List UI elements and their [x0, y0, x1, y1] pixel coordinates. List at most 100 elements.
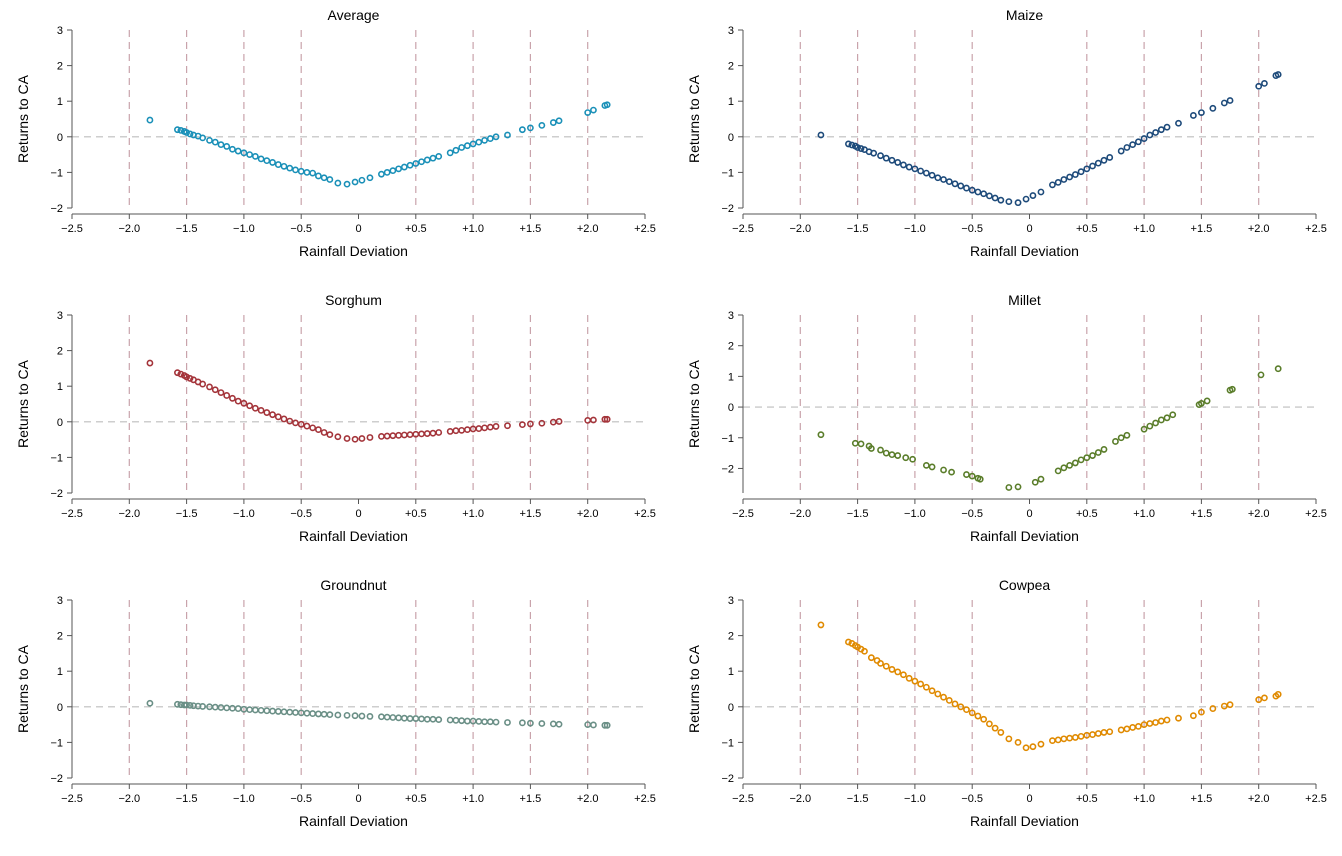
data-point	[1089, 452, 1096, 459]
data-point	[223, 704, 231, 712]
data-point	[400, 431, 408, 439]
data-point	[469, 140, 477, 148]
y-tick-label: −2	[50, 488, 63, 500]
y-tick-label: −1	[721, 737, 734, 749]
data-point	[911, 165, 919, 173]
data-point	[1257, 371, 1265, 379]
data-point	[900, 161, 907, 169]
data-point	[1169, 411, 1177, 419]
x-tick-label: +0.5	[1076, 508, 1098, 520]
data-point	[1100, 156, 1108, 164]
data-point	[174, 369, 181, 377]
data-point	[894, 668, 902, 676]
x-tick-label: +1.0	[462, 508, 484, 520]
data-point	[603, 415, 611, 423]
x-tick-label: −2.5	[61, 508, 83, 520]
data-point	[1209, 705, 1217, 712]
data-point	[527, 124, 534, 132]
data-points-cowpea	[817, 621, 1282, 752]
x-tick-label: +2.0	[577, 793, 599, 805]
data-point	[199, 380, 207, 388]
x-tick-label: +2.0	[577, 223, 599, 235]
data-point	[1157, 126, 1165, 134]
data-point	[1066, 173, 1074, 181]
data-point	[446, 716, 454, 724]
x-tick-label: +0.5	[1076, 223, 1098, 235]
data-point	[269, 707, 276, 715]
data-point	[1203, 397, 1211, 405]
y-tick-label: 2	[728, 61, 734, 73]
y-tick-label: −2	[721, 203, 734, 215]
data-point	[845, 638, 852, 646]
data-point	[1146, 720, 1154, 727]
data-point	[458, 144, 466, 151]
data-point	[867, 654, 875, 662]
data-point	[888, 156, 896, 164]
data-point	[997, 196, 1005, 204]
y-tick-label: 2	[728, 631, 734, 643]
data-point	[234, 147, 242, 155]
data-point	[406, 161, 414, 169]
data-point	[358, 712, 366, 720]
data-point	[412, 430, 420, 438]
data-point	[848, 141, 856, 149]
data-point	[877, 446, 884, 454]
data-point	[366, 434, 374, 441]
chart-title: Cowpea	[999, 577, 1051, 593]
data-point	[1014, 199, 1022, 207]
data-point	[940, 176, 947, 183]
data-point	[1022, 195, 1030, 203]
data-point	[174, 126, 181, 134]
data-point	[263, 157, 271, 165]
x-tick-label: +1.0	[1133, 223, 1155, 235]
x-tick-label: −1.0	[904, 223, 926, 235]
data-point	[429, 429, 437, 437]
data-point	[590, 106, 597, 114]
data-point	[292, 709, 299, 716]
data-point	[326, 711, 334, 719]
x-tick-label: +1.5	[520, 793, 542, 805]
data-point	[555, 720, 563, 728]
data-point	[492, 423, 500, 430]
data-point	[251, 152, 259, 160]
data-point	[481, 136, 488, 144]
data-point	[223, 392, 231, 399]
x-tick-label: −2.0	[118, 223, 140, 235]
x-tick-label: 0	[355, 793, 361, 805]
data-point	[320, 174, 328, 182]
x-tick-label: +0.5	[405, 223, 427, 235]
data-point	[882, 449, 890, 457]
data-point	[1037, 475, 1045, 483]
data-point	[980, 715, 988, 723]
chart-sorghum: Sorghum −2 −1 0 1 2 3 −2.5 −2.0 −1.5 −1.0 −0.5 0 +0.5…	[15, 292, 656, 544]
data-point	[366, 713, 374, 720]
data-point	[1274, 365, 1282, 373]
data-point	[894, 159, 902, 166]
data-point	[211, 703, 219, 711]
data-point	[1175, 119, 1182, 127]
data-point	[199, 134, 207, 142]
x-axis-title: Rainfall Deviation	[299, 813, 408, 829]
data-point	[320, 429, 328, 436]
x-tick-label: −2.0	[118, 793, 140, 805]
x-tick-label: −0.5	[290, 793, 312, 805]
data-point	[1100, 729, 1108, 736]
y-tick-label: 3	[57, 595, 63, 607]
x-tick-label: +1.0	[462, 223, 484, 235]
data-point	[246, 402, 254, 410]
data-point	[217, 141, 225, 149]
data-point	[286, 164, 294, 172]
y-axis-title: Returns to CA	[15, 74, 31, 163]
data-point	[280, 708, 288, 716]
x-tick-label: +2.0	[577, 508, 599, 520]
x-axis-title: Rainfall Deviation	[970, 528, 1079, 544]
data-point	[527, 420, 534, 428]
data-point	[968, 472, 976, 480]
data-point	[1060, 176, 1068, 183]
data-point	[861, 647, 868, 655]
data-point	[1152, 419, 1159, 427]
data-point	[928, 463, 936, 471]
data-point	[1261, 80, 1268, 87]
data-point	[1220, 99, 1228, 107]
y-tick-label: 2	[57, 631, 63, 643]
